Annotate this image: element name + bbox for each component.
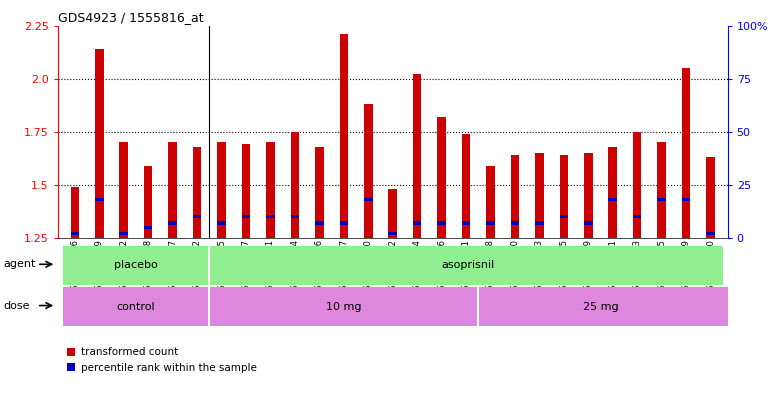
Bar	[217, 221, 226, 224]
Text: 25 mg: 25 mg	[583, 301, 618, 312]
Bar	[192, 147, 202, 238]
Bar	[340, 34, 348, 238]
Bar	[413, 221, 421, 224]
Bar	[388, 189, 397, 238]
Bar	[144, 226, 152, 229]
Bar	[95, 198, 104, 201]
Bar	[388, 232, 397, 235]
Bar	[584, 153, 593, 238]
Bar	[95, 49, 104, 238]
Bar	[169, 142, 177, 238]
Bar	[535, 221, 544, 224]
Bar	[608, 198, 617, 201]
Bar	[486, 221, 495, 224]
Bar	[437, 221, 446, 224]
Bar	[242, 144, 250, 238]
Bar	[658, 198, 666, 201]
Text: GDS4923 / 1555816_at: GDS4923 / 1555816_at	[58, 11, 203, 24]
Bar	[584, 221, 593, 224]
Bar	[413, 74, 421, 238]
Text: asoprisnil: asoprisnil	[442, 260, 495, 270]
Bar	[119, 142, 128, 238]
Text: 10 mg: 10 mg	[326, 301, 362, 312]
Bar	[209, 287, 478, 326]
Bar	[266, 142, 275, 238]
Bar	[633, 215, 641, 218]
Bar	[560, 155, 568, 238]
Bar	[658, 142, 666, 238]
Text: dose: dose	[4, 301, 30, 311]
Bar	[242, 215, 250, 218]
Bar	[486, 165, 495, 238]
Bar	[706, 232, 715, 235]
Bar	[266, 215, 275, 218]
Bar	[71, 232, 79, 235]
Bar	[681, 68, 691, 238]
Text: placebo: placebo	[114, 260, 158, 270]
Bar	[290, 215, 300, 218]
Bar	[364, 198, 373, 201]
Bar	[62, 246, 209, 285]
Bar	[119, 232, 128, 235]
Legend: transformed count, percentile rank within the sample: transformed count, percentile rank withi…	[63, 343, 261, 377]
Bar	[535, 153, 544, 238]
Text: control: control	[117, 301, 156, 312]
Bar	[315, 221, 323, 224]
Bar	[364, 104, 373, 238]
Bar	[169, 221, 177, 224]
Bar	[71, 187, 79, 238]
Bar	[633, 132, 641, 238]
Bar	[560, 215, 568, 218]
Bar	[511, 155, 519, 238]
Bar	[681, 198, 691, 201]
Bar	[462, 134, 470, 238]
Bar	[315, 147, 323, 238]
Bar	[217, 142, 226, 238]
Bar	[608, 147, 617, 238]
Bar	[144, 165, 152, 238]
Bar	[290, 132, 300, 238]
Bar	[706, 157, 715, 238]
Bar	[462, 221, 470, 224]
Text: agent: agent	[4, 259, 36, 269]
Bar	[62, 287, 209, 326]
Bar	[340, 221, 348, 224]
Bar	[192, 215, 202, 218]
Bar	[511, 221, 519, 224]
Bar	[478, 287, 728, 326]
Bar	[209, 246, 723, 285]
Bar	[437, 117, 446, 238]
